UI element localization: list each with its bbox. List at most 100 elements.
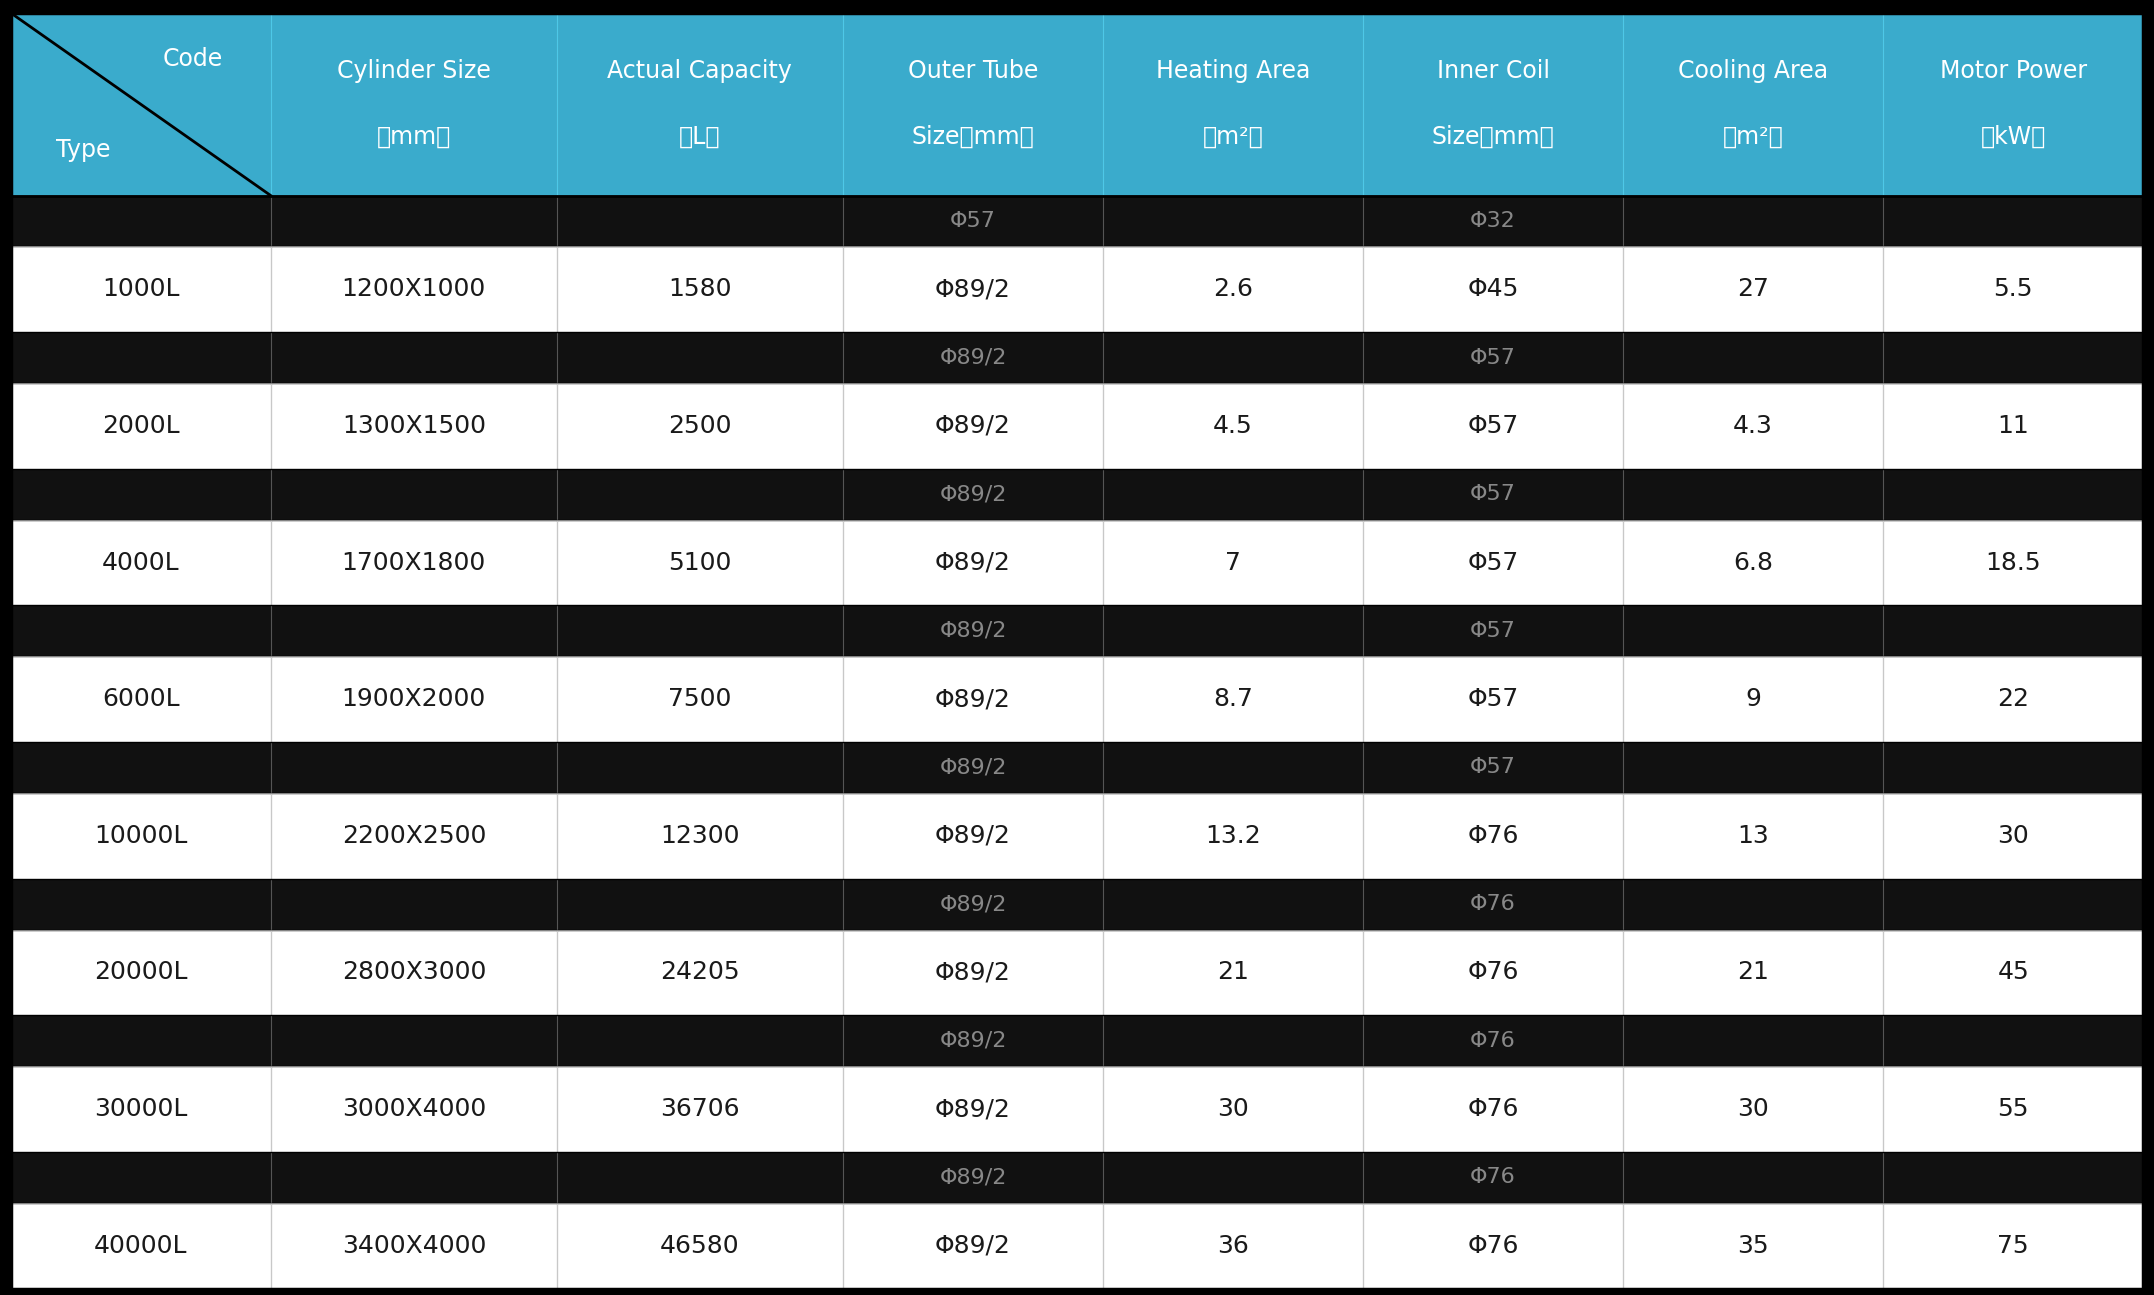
- Text: 1200X1000: 1200X1000: [342, 277, 487, 302]
- Text: 55: 55: [1997, 1097, 2029, 1121]
- Text: 30: 30: [1738, 1097, 1768, 1121]
- Text: 10000L: 10000L: [95, 824, 187, 848]
- Text: 6000L: 6000L: [101, 688, 179, 711]
- Text: 1000L: 1000L: [101, 277, 179, 302]
- Text: Φ76: Φ76: [1471, 894, 1516, 914]
- Text: Φ89/2: Φ89/2: [939, 1031, 1006, 1050]
- Text: 9: 9: [1745, 688, 1762, 711]
- Text: 45: 45: [1997, 961, 2029, 984]
- Text: 6.8: 6.8: [1734, 550, 1773, 575]
- Bar: [11, 606, 2143, 657]
- Text: 40000L: 40000L: [95, 1234, 187, 1257]
- Text: Code: Code: [164, 47, 222, 71]
- Bar: [11, 13, 2143, 196]
- Text: 1700X1800: 1700X1800: [342, 550, 487, 575]
- Text: 1300X1500: 1300X1500: [342, 414, 487, 438]
- Text: 27: 27: [1738, 277, 1768, 302]
- Text: 2.6: 2.6: [1213, 277, 1254, 302]
- Bar: [271, 13, 558, 196]
- Text: 2800X3000: 2800X3000: [342, 961, 487, 984]
- Text: 5100: 5100: [668, 550, 732, 575]
- Text: Φ57: Φ57: [1471, 758, 1516, 777]
- Text: Motor Power: Motor Power: [1939, 60, 2087, 83]
- Text: Φ76: Φ76: [1467, 1097, 1519, 1121]
- Bar: [11, 13, 271, 196]
- Bar: [11, 1015, 2143, 1066]
- Bar: [11, 469, 2143, 519]
- Bar: [11, 879, 2143, 930]
- Bar: [11, 657, 2143, 742]
- Text: Φ89/2: Φ89/2: [939, 1167, 1006, 1188]
- Text: Φ89/2: Φ89/2: [935, 277, 1010, 302]
- Bar: [11, 246, 2143, 333]
- Text: Φ89/2: Φ89/2: [939, 894, 1006, 914]
- Text: Φ89/2: Φ89/2: [935, 824, 1010, 848]
- Text: 30: 30: [1217, 1097, 1249, 1121]
- Text: 21: 21: [1738, 961, 1768, 984]
- Text: 4000L: 4000L: [101, 550, 179, 575]
- Text: Φ76: Φ76: [1471, 1167, 1516, 1188]
- Text: Inner Coil: Inner Coil: [1437, 60, 1549, 83]
- Text: Φ57: Φ57: [1467, 688, 1519, 711]
- Text: Φ89/2: Φ89/2: [939, 484, 1006, 504]
- Text: 24205: 24205: [659, 961, 739, 984]
- Bar: [558, 13, 842, 196]
- Text: 5.5: 5.5: [1992, 277, 2033, 302]
- Text: Φ89/2: Φ89/2: [935, 550, 1010, 575]
- Text: 75: 75: [1997, 1234, 2029, 1257]
- Text: 8.7: 8.7: [1213, 688, 1254, 711]
- Text: Type: Type: [56, 139, 110, 162]
- Text: Φ57: Φ57: [1467, 414, 1519, 438]
- Text: 13: 13: [1738, 824, 1768, 848]
- Text: 12300: 12300: [659, 824, 739, 848]
- Text: Φ89/2: Φ89/2: [935, 414, 1010, 438]
- Text: 35: 35: [1738, 1234, 1768, 1257]
- Text: 4.5: 4.5: [1213, 414, 1254, 438]
- Text: Φ89/2: Φ89/2: [935, 961, 1010, 984]
- Text: Φ89/2: Φ89/2: [939, 347, 1006, 368]
- Text: Outer Tube: Outer Tube: [907, 60, 1038, 83]
- Text: （m²）: （m²）: [1202, 126, 1264, 149]
- Text: 3000X4000: 3000X4000: [342, 1097, 487, 1121]
- Text: Φ89/2: Φ89/2: [935, 1097, 1010, 1121]
- Text: Φ45: Φ45: [1467, 277, 1519, 302]
- Text: 2500: 2500: [668, 414, 732, 438]
- Text: 21: 21: [1217, 961, 1249, 984]
- Bar: [11, 793, 2143, 879]
- Bar: [11, 1153, 2143, 1203]
- Text: 46580: 46580: [659, 1234, 739, 1257]
- Bar: [1103, 13, 1363, 196]
- Text: （L）: （L）: [679, 126, 722, 149]
- Text: Cylinder Size: Cylinder Size: [336, 60, 491, 83]
- Text: 22: 22: [1997, 688, 2029, 711]
- Text: Φ76: Φ76: [1467, 1234, 1519, 1257]
- Text: Φ89/2: Φ89/2: [935, 688, 1010, 711]
- Text: Φ57: Φ57: [1471, 347, 1516, 368]
- Text: 18.5: 18.5: [1986, 550, 2042, 575]
- Bar: [11, 196, 2143, 246]
- Bar: [11, 333, 2143, 383]
- Text: 20000L: 20000L: [95, 961, 187, 984]
- Text: Φ89/2: Φ89/2: [935, 1234, 1010, 1257]
- Text: 36: 36: [1217, 1234, 1249, 1257]
- Text: 11: 11: [1997, 414, 2029, 438]
- Bar: [1624, 13, 1883, 196]
- Text: Cooling Area: Cooling Area: [1678, 60, 1829, 83]
- Bar: [1363, 13, 1624, 196]
- Text: （kW）: （kW）: [1980, 126, 2046, 149]
- Text: Φ76: Φ76: [1467, 961, 1519, 984]
- Text: 2200X2500: 2200X2500: [342, 824, 487, 848]
- Bar: [11, 1066, 2143, 1153]
- Text: Φ57: Φ57: [1471, 484, 1516, 504]
- Bar: [11, 742, 2143, 793]
- Text: Φ76: Φ76: [1467, 824, 1519, 848]
- Text: 3400X4000: 3400X4000: [342, 1234, 487, 1257]
- Text: Φ57: Φ57: [1471, 620, 1516, 641]
- Text: Size（mm）: Size（mm）: [911, 126, 1034, 149]
- Text: 36706: 36706: [659, 1097, 739, 1121]
- Bar: [1883, 13, 2143, 196]
- Bar: [11, 1203, 2143, 1289]
- Text: 1580: 1580: [668, 277, 732, 302]
- Bar: [11, 930, 2143, 1015]
- Text: 30000L: 30000L: [95, 1097, 187, 1121]
